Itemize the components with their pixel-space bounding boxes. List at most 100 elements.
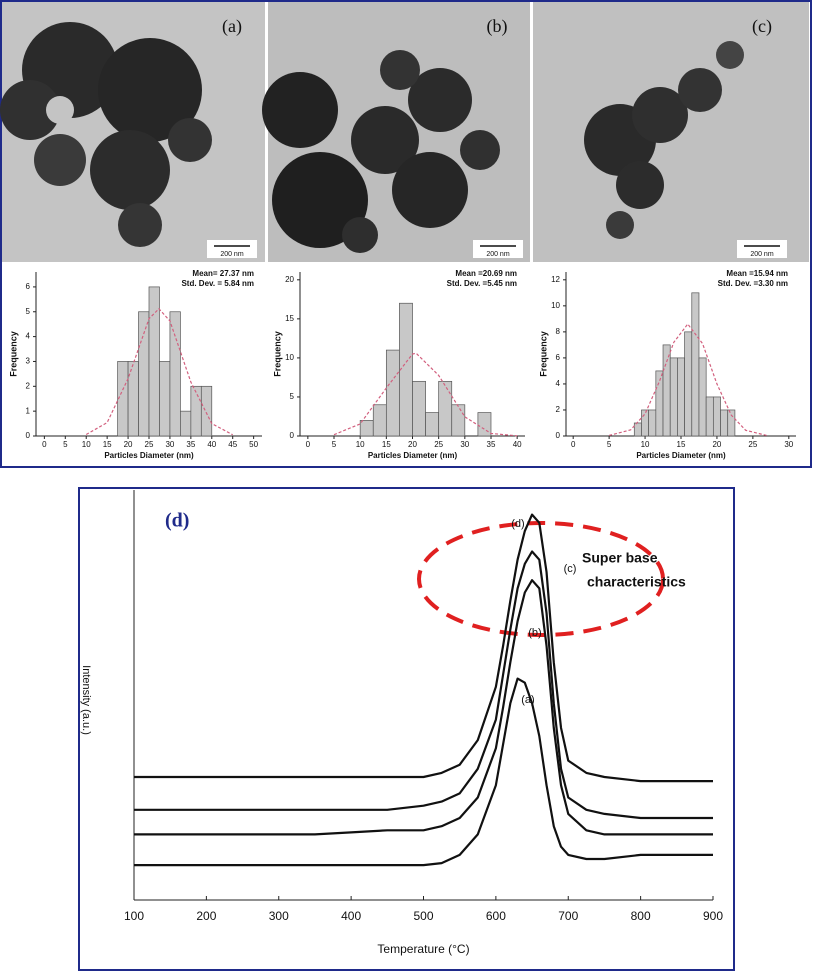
panel-label: (c) bbox=[752, 16, 772, 37]
bar bbox=[359, 420, 374, 437]
bar bbox=[148, 286, 160, 437]
x-tick-label: 900 bbox=[703, 909, 723, 923]
x-tick-label: 20 bbox=[712, 440, 721, 449]
y-tick-label: 0 bbox=[26, 431, 31, 440]
stats-label: Std. Dev. = 5.84 nm bbox=[181, 279, 254, 288]
y-tick-label: 5 bbox=[290, 392, 295, 401]
bar bbox=[641, 409, 650, 437]
series-label: (b) bbox=[528, 627, 541, 639]
bar bbox=[399, 302, 413, 437]
bar bbox=[169, 311, 181, 437]
y-tick-label: 0 bbox=[290, 431, 295, 440]
bar bbox=[117, 361, 129, 437]
x-tick-label: 5 bbox=[607, 440, 612, 449]
stats-label: Mean= 27.37 nm bbox=[192, 269, 254, 278]
series-line bbox=[134, 550, 713, 820]
fit-curve bbox=[333, 352, 518, 437]
x-tick-label: 20 bbox=[124, 440, 133, 449]
x-tick-label: 5 bbox=[63, 440, 68, 449]
x-tick-label: 35 bbox=[186, 440, 195, 449]
x-axis-label: Particles Diameter (nm) bbox=[104, 451, 194, 460]
bar bbox=[180, 410, 192, 437]
bar bbox=[138, 311, 150, 437]
stats-label: Std. Dev. =5.45 nm bbox=[447, 279, 517, 288]
bar bbox=[425, 412, 440, 437]
scale-label: 200 nm bbox=[486, 251, 510, 258]
x-tick-label: 40 bbox=[207, 440, 216, 449]
x-tick-label: 50 bbox=[249, 440, 258, 449]
x-tick-label: 5 bbox=[332, 440, 337, 449]
series-line bbox=[134, 513, 713, 783]
x-axis-label: Particles Diameter (nm) bbox=[368, 451, 458, 460]
fit-curve bbox=[608, 323, 768, 437]
tem-image bbox=[533, 2, 809, 262]
bar bbox=[190, 385, 202, 437]
bar bbox=[438, 380, 453, 437]
annotation: Super base bbox=[582, 550, 658, 566]
stats-label: Mean =15.94 nm bbox=[726, 269, 788, 278]
bar bbox=[662, 344, 671, 437]
y-tick-label: 20 bbox=[285, 275, 294, 284]
x-tick-label: 500 bbox=[413, 909, 433, 923]
x-tick-label: 200 bbox=[196, 909, 216, 923]
x-tick-label: 400 bbox=[341, 909, 361, 923]
series-label: (c) bbox=[564, 563, 577, 575]
x-tick-label: 30 bbox=[784, 440, 793, 449]
x-tick-label: 10 bbox=[82, 440, 91, 449]
x-axis-label: Temperature (°C) bbox=[377, 942, 469, 956]
x-tick-label: 40 bbox=[513, 440, 522, 449]
y-axis-label: Frequency bbox=[8, 331, 18, 377]
stats-label: Std. Dev. =3.30 nm bbox=[718, 279, 788, 288]
highlight-ellipse bbox=[417, 521, 665, 637]
bar bbox=[677, 357, 685, 437]
y-tick-label: 4 bbox=[556, 379, 561, 388]
bar bbox=[200, 385, 213, 437]
x-tick-label: 45 bbox=[228, 440, 237, 449]
y-tick-label: 4 bbox=[26, 332, 31, 341]
y-tick-label: 10 bbox=[551, 301, 560, 310]
bar bbox=[655, 370, 664, 437]
y-axis-label: Frequency bbox=[538, 331, 548, 377]
x-tick-label: 25 bbox=[145, 440, 154, 449]
x-tick-label: 10 bbox=[356, 440, 365, 449]
bar bbox=[669, 357, 678, 437]
x-tick-label: 30 bbox=[165, 440, 174, 449]
top-panel-frame bbox=[0, 0, 812, 468]
y-tick-label: 1 bbox=[26, 406, 31, 415]
x-tick-label: 100 bbox=[124, 909, 144, 923]
x-tick-label: 0 bbox=[571, 440, 576, 449]
bar bbox=[698, 357, 707, 437]
y-tick-label: 2 bbox=[556, 405, 561, 414]
y-tick-label: 2 bbox=[26, 381, 31, 390]
bar bbox=[477, 412, 492, 437]
panel-label: (d) bbox=[165, 510, 189, 532]
scale-label: 200 nm bbox=[220, 251, 244, 258]
y-tick-label: 15 bbox=[285, 314, 294, 323]
x-tick-label: 15 bbox=[677, 440, 686, 449]
x-tick-label: 800 bbox=[631, 909, 651, 923]
bar bbox=[127, 361, 139, 437]
bar bbox=[712, 396, 721, 437]
x-tick-label: 30 bbox=[460, 440, 469, 449]
bar bbox=[691, 292, 700, 437]
bar bbox=[412, 380, 426, 437]
bar bbox=[720, 409, 729, 437]
y-tick-label: 6 bbox=[556, 353, 561, 362]
x-tick-label: 300 bbox=[269, 909, 289, 923]
bar bbox=[451, 404, 466, 437]
x-tick-label: 10 bbox=[641, 440, 650, 449]
bar bbox=[727, 409, 736, 437]
x-tick-label: 0 bbox=[42, 440, 47, 449]
bar bbox=[633, 422, 642, 437]
x-tick-label: 700 bbox=[558, 909, 578, 923]
y-tick-label: 3 bbox=[26, 357, 31, 366]
y-axis-label: Intensity (a.u.) bbox=[80, 665, 92, 735]
series-label: (d) bbox=[511, 518, 524, 530]
series-line bbox=[134, 579, 713, 836]
x-tick-label: 15 bbox=[382, 440, 391, 449]
annotation: characteristics bbox=[587, 574, 686, 590]
x-tick-label: 15 bbox=[103, 440, 112, 449]
bar bbox=[648, 409, 657, 437]
x-tick-label: 600 bbox=[486, 909, 506, 923]
